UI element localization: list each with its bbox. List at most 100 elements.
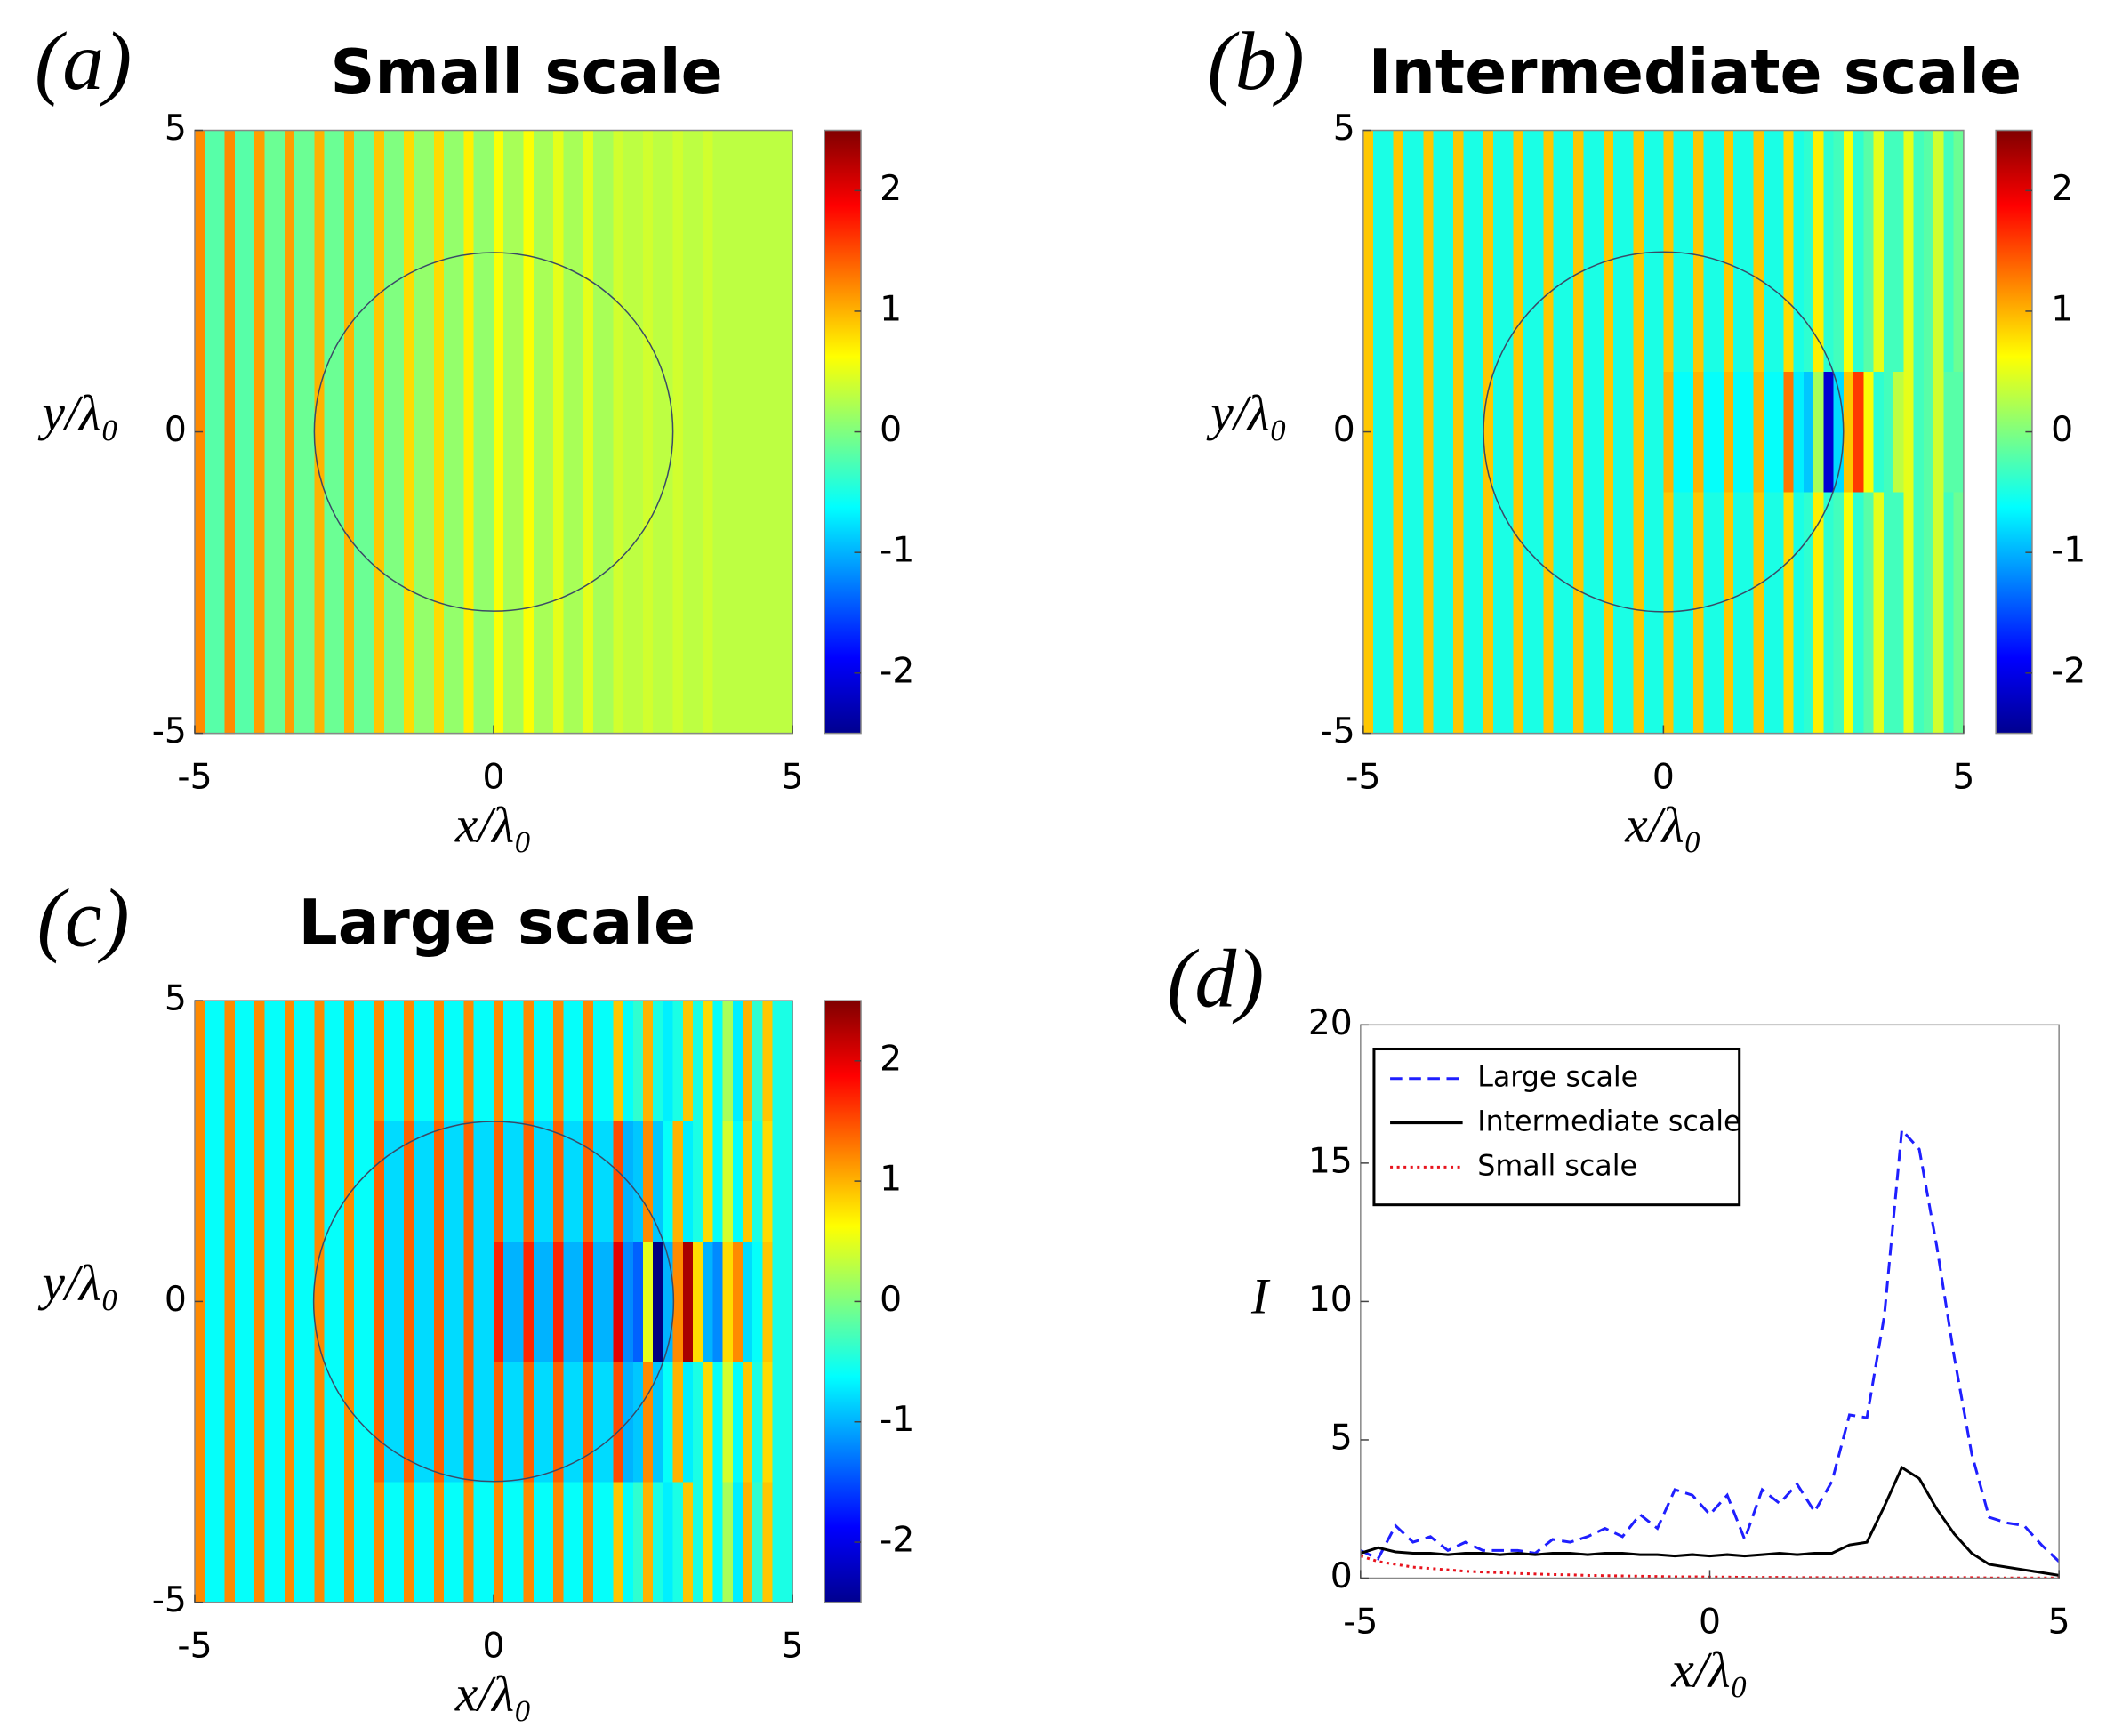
cell	[772, 1121, 784, 1242]
cell	[374, 1362, 385, 1483]
cell	[1893, 130, 1905, 252]
cell	[1463, 130, 1475, 252]
cell	[543, 251, 554, 373]
cell	[393, 1362, 405, 1483]
cell	[433, 1241, 445, 1362]
cell	[244, 612, 255, 735]
cell	[383, 492, 395, 614]
cell	[712, 251, 724, 373]
cell	[632, 1362, 644, 1483]
cell	[503, 251, 515, 373]
cell	[483, 612, 494, 735]
cell	[743, 612, 753, 735]
cell	[1653, 251, 1665, 373]
cell	[1673, 492, 1684, 614]
cell	[583, 612, 594, 735]
cell	[712, 130, 724, 252]
cell	[205, 1241, 216, 1362]
cell	[364, 1362, 375, 1483]
cell	[632, 251, 644, 373]
cell	[1773, 251, 1785, 373]
cell	[1743, 371, 1755, 494]
cell	[1583, 371, 1595, 494]
cell	[1773, 371, 1785, 494]
cell	[1393, 251, 1404, 373]
cell	[324, 1121, 335, 1242]
cell	[553, 492, 565, 614]
cell	[284, 612, 295, 735]
cell	[224, 1001, 236, 1122]
cell	[433, 1362, 445, 1483]
cell	[1483, 492, 1494, 614]
cell	[433, 1121, 445, 1242]
cell	[1893, 371, 1905, 494]
cell	[393, 1241, 405, 1362]
cell	[354, 371, 366, 494]
cell	[573, 371, 584, 494]
cell	[1813, 130, 1825, 252]
x-tick-label: 5	[2048, 1602, 2070, 1642]
cell	[543, 371, 554, 494]
cell	[1753, 130, 1764, 252]
cell	[354, 251, 366, 373]
cell	[1893, 492, 1905, 614]
cell	[1643, 251, 1654, 373]
cell	[414, 1362, 425, 1483]
cell	[1633, 130, 1644, 252]
cell	[523, 130, 535, 252]
cell	[334, 1121, 345, 1242]
cell	[782, 371, 793, 494]
cell	[414, 251, 425, 373]
cell	[244, 1001, 255, 1122]
cell	[1453, 371, 1465, 494]
cell	[314, 1121, 326, 1242]
cell	[1383, 371, 1395, 494]
cell	[1613, 371, 1625, 494]
cell	[1383, 492, 1395, 614]
cell	[314, 1001, 326, 1122]
cell	[1783, 130, 1795, 252]
cell	[1773, 492, 1785, 614]
cell	[454, 1482, 465, 1603]
cell	[1503, 251, 1515, 373]
cell	[1803, 612, 1814, 735]
cell	[494, 1482, 504, 1603]
cell	[304, 1362, 316, 1483]
x-tick-label: 0	[1699, 1602, 1721, 1642]
cell	[732, 1001, 744, 1122]
cell	[563, 371, 575, 494]
cell	[205, 1001, 216, 1122]
cell	[722, 492, 734, 614]
cell	[762, 492, 774, 614]
cell	[583, 371, 594, 494]
cell	[1833, 130, 1845, 252]
cell	[1413, 130, 1425, 252]
cell	[1923, 130, 1934, 252]
cell	[284, 1362, 295, 1483]
cell	[224, 1121, 236, 1242]
cell	[772, 1001, 784, 1122]
cell	[772, 371, 784, 494]
cell	[324, 1362, 335, 1483]
cell	[772, 1482, 784, 1603]
cell	[314, 251, 326, 373]
cell	[244, 1241, 255, 1362]
cell	[244, 1121, 255, 1242]
cell	[762, 1362, 774, 1483]
cell	[494, 1001, 504, 1122]
cell	[603, 1482, 615, 1603]
cell	[553, 130, 565, 252]
cell	[1403, 492, 1414, 614]
colorbar-tick-label: 2	[880, 1039, 902, 1079]
cell	[1393, 130, 1404, 252]
y-tick-label: 0	[165, 1280, 187, 1320]
cell	[712, 1482, 724, 1603]
cell	[672, 251, 684, 373]
cell	[1643, 371, 1654, 494]
cell	[712, 1241, 724, 1362]
cell	[1362, 130, 1374, 252]
cell	[553, 612, 565, 735]
cell	[663, 612, 674, 735]
cell	[663, 1482, 674, 1603]
cell	[343, 1482, 355, 1603]
